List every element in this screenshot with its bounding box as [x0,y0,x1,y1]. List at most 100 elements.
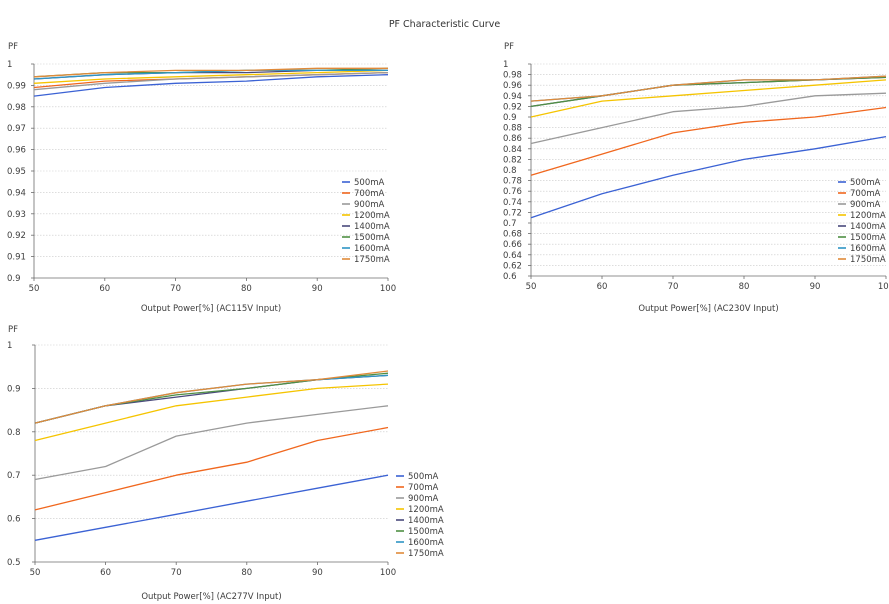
x-tick-label: 90 [810,282,821,292]
y-tick-label: 0.94 [7,188,26,198]
legend-label: 500mA [354,178,385,188]
chart-ac277v: 0.5 0.6 0.7 0.8 0.9 1 50 60 70 80 90 100 PF Output Po… [7,325,444,602]
series-line-1600mA [33,69,388,80]
x-tick-label: 100 [380,568,396,578]
x-tick-label: 70 [668,282,679,292]
legend-label: 500mA [850,178,881,188]
y-tick-label: 0.95 [7,167,26,177]
x-tick-label: 100 [380,284,396,294]
y-tick-label: 0.64 [503,251,522,261]
y-tick-label: 1 [7,60,12,70]
x-tick-label: 90 [312,568,323,578]
y-tick-label: 0.9 [503,113,517,123]
series-line-1200mA [34,383,389,442]
x-tick-label: 60 [99,284,110,294]
series-line-1600mA [34,374,389,424]
legend-label: 1750mA [354,255,390,265]
legend-label: 1200mA [354,211,390,221]
y-tick-label: 0.66 [503,240,522,250]
y-tick-label: 0.7 [503,219,517,229]
page-title: PF Characteristic Curve [388,19,501,30]
y-axis-label: PF [504,42,514,52]
series-line-1500mA [34,372,389,424]
x-tick-label: 60 [597,282,608,292]
y-tick-label: 1 [503,60,508,70]
y-tick-label: 0.76 [503,187,522,197]
legend-label: 1750mA [408,549,444,559]
y-tick-label: 0.99 [7,81,26,91]
y-tick-label: 0.68 [503,230,522,240]
x-tick-label: 80 [241,568,252,578]
y-tick-label: 0.7 [7,471,21,481]
y-tick-label: 0.86 [503,134,522,144]
y-tick-label: 0.9 [7,384,21,394]
x-tick-label: 80 [739,282,750,292]
series-line-1750mA [34,370,389,424]
legend-label: 900mA [850,200,881,210]
series-line-500mA [33,74,389,97]
legend-label: 1500mA [354,233,390,243]
x-tick-label: 50 [30,568,41,578]
y-tick-label: 0.92 [503,102,522,112]
y-tick-label: 0.8 [503,166,517,176]
legend-label: 1200mA [408,505,444,515]
series-line-1200mA [530,79,887,118]
y-tick-label: 0.88 [503,124,522,134]
x-tick-label: 70 [170,284,181,294]
x-tick-label: 90 [312,284,323,294]
y-tick-label: 1 [7,341,12,351]
y-axis-label: PF [8,42,18,52]
legend-label: 1500mA [408,527,444,537]
series-line-1750mA [530,75,887,102]
legend-label: 1400mA [354,222,390,232]
legend-label: 700mA [354,189,385,199]
legend-label: 900mA [408,494,439,504]
series-line-900mA [34,405,389,481]
series-line-500mA [34,474,389,541]
y-tick-label: 0.96 [503,81,522,91]
x-tick-label: 60 [100,568,111,578]
series-line-900mA [530,92,887,145]
chart-ac230v: 0.60.620.640.660.680.70.720.740.760.780.… [503,42,889,314]
legend-label: 1400mA [850,222,886,232]
y-tick-label: 0.74 [503,198,522,208]
y-tick-label: 0.78 [503,177,522,187]
y-tick-label: 0.97 [7,124,26,134]
y-tick-label: 0.92 [7,231,26,241]
legend-label: 700mA [408,483,439,493]
series-line-500mA [530,135,887,219]
y-tick-label: 0.91 [7,253,26,263]
series-line-1400mA [530,76,887,108]
x-tick-label: 80 [241,284,252,294]
legend-label: 1600mA [354,244,390,254]
series-line-1500mA [530,76,887,108]
chart-ac115v: 0.9 0.91 0.92 0.93 0.94 0.95 0.96 0.97 0.98 0.99 1… [7,42,396,314]
legend-label: 1400mA [408,516,444,526]
y-tick-label: 0.9 [7,274,21,284]
legend-label: 1500mA [850,233,886,243]
x-axis-label: Output Power[%] (AC277V Input) [141,592,281,602]
legend-label: 1750mA [850,255,886,265]
series-line-900mA [33,71,389,91]
y-tick-label: 0.5 [7,558,21,568]
x-axis-label: Output Power[%] (AC230V Input) [638,304,778,314]
series-line-1750mA [33,67,388,78]
legend-label: 500mA [408,472,439,482]
y-axis-label: PF [8,325,18,335]
y-tick-label: 0.82 [503,155,522,165]
y-tick-label: 0.6 [503,272,517,282]
series-line-700mA [34,426,389,511]
y-tick-label: 0.98 [503,71,522,81]
x-tick-label: 50 [29,284,40,294]
y-tick-label: 0.98 [7,103,26,113]
legend-label: 900mA [354,200,385,210]
y-tick-label: 0.84 [503,145,522,155]
series-line-1200mA [33,69,389,84]
x-axis-label: Output Power[%] (AC115V Input) [141,304,281,314]
x-tick-label: 70 [171,568,182,578]
y-tick-label: 0.8 [7,428,21,438]
x-tick-label: 100 [878,282,889,292]
legend-label: 700mA [850,189,881,199]
series-line-1400mA [34,374,389,424]
y-tick-label: 0.93 [7,210,26,220]
